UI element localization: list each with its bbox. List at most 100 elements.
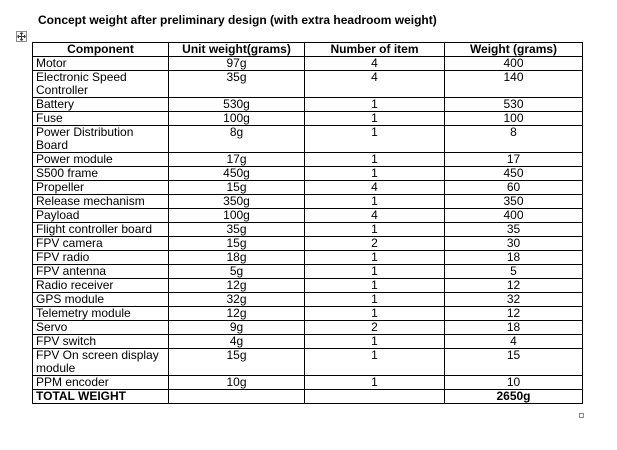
table-move-handle-icon[interactable] [16,31,27,42]
cell-number-of-item: 2 [304,236,445,251]
cell-unit-weight: 32g [168,292,305,307]
cell-unit-weight: 12g [168,278,305,293]
cell-number-of-item: 2 [304,320,445,335]
cell-component: Power module [32,152,169,167]
cell-number-of-item: 1 [304,375,445,390]
cell-unit-weight: 450g [168,166,305,181]
cell-weight: 400 [444,56,583,71]
table-row: FPV antenna 5g 1 5 [32,264,583,279]
cell-component: Radio receiver [32,278,169,293]
table-row: Payload 100g 4 400 [32,208,583,223]
cell-component: FPV radio [32,250,169,265]
cell-weight: 15 [444,348,583,376]
cell-unit-weight: 100g [168,208,305,223]
cell-weight: 8 [444,125,583,153]
cell-component: Motor [32,56,169,71]
table-resize-handle[interactable] [579,413,584,418]
cell-weight: 530 [444,97,583,112]
table-row: PPM encoder 10g 1 10 [32,375,583,390]
cell-component: Battery [32,97,169,112]
table-row: Radio receiver 12g 1 12 [32,278,583,293]
table-row: Motor 97g 4 400 [32,56,583,71]
table-row: Telemetry module 12g 1 12 [32,306,583,321]
cell-weight: 32 [444,292,583,307]
cell-weight: 140 [444,70,583,98]
cell-unit-weight: 18g [168,250,305,265]
cell-number-of-item: 1 [304,222,445,237]
header-number-of-item: Number of item [304,42,445,57]
table-row: FPV On screen display module 15g 1 15 [32,348,583,376]
cell-component: FPV camera [32,236,169,251]
cell-weight: 35 [444,222,583,237]
table-row: Power module 17g 1 17 [32,152,583,167]
cell-component: FPV switch [32,334,169,349]
cell-number-of-item: 1 [304,278,445,293]
table-row: S500 frame 450g 1 450 [32,166,583,181]
cell-weight: 450 [444,166,583,181]
cell-weight: 30 [444,236,583,251]
document-title: Concept weight after preliminary design … [38,13,437,27]
cell-unit-weight: 17g [168,152,305,167]
cell-component: S500 frame [32,166,169,181]
cell-number-of-item: 1 [304,125,445,153]
cell-component: PPM encoder [32,375,169,390]
cell-component: FPV antenna [32,264,169,279]
cell-weight: 10 [444,375,583,390]
cell-unit-weight: 4g [168,334,305,349]
cell-weight: 17 [444,152,583,167]
cell-number-of-item: 4 [304,56,445,71]
cell-component: Electronic Speed Controller [32,70,169,98]
cell-unit-weight: 8g [168,125,305,153]
cell-unit-weight: 15g [168,348,305,376]
cell-number-of-item: 1 [304,348,445,376]
cell-weight: 4 [444,334,583,349]
cell-number-of-item: 1 [304,152,445,167]
table-row: Fuse 100g 1 100 [32,111,583,126]
cell-number-of-item: 4 [304,208,445,223]
total-label: TOTAL WEIGHT [32,389,169,404]
cell-weight: 18 [444,250,583,265]
cell-weight: 100 [444,111,583,126]
table-row: GPS module 32g 1 32 [32,292,583,307]
table-row: Electronic Speed Controller 35g 4 140 [32,70,583,98]
component-weight-table: Component Unit weight(grams) Number of i… [32,42,583,404]
cell-number-of-item: 4 [304,180,445,195]
cell-unit-weight: 350g [168,194,305,209]
total-number-of-item [304,389,445,404]
cell-number-of-item: 1 [304,264,445,279]
cell-unit-weight: 35g [168,70,305,98]
cell-component: Power Distribution Board [32,125,169,153]
cell-unit-weight: 12g [168,306,305,321]
header-component: Component [32,42,169,57]
table-row: Power Distribution Board 8g 1 8 [32,125,583,153]
cell-number-of-item: 1 [304,306,445,321]
cell-component: Servo [32,320,169,335]
table-row: Propeller 15g 4 60 [32,180,583,195]
cell-unit-weight: 5g [168,264,305,279]
cell-number-of-item: 1 [304,111,445,126]
table-body: Motor 97g 4 400 Electronic Speed Controller 3… [32,56,583,404]
cell-number-of-item: 1 [304,334,445,349]
cell-component: FPV On screen display module [32,348,169,376]
cell-component: Flight controller board [32,222,169,237]
cell-number-of-item: 4 [304,70,445,98]
cell-weight: 5 [444,264,583,279]
total-weight-value: 2650g [444,389,583,404]
table-row: FPV camera 15g 2 30 [32,236,583,251]
cell-weight: 18 [444,320,583,335]
cell-number-of-item: 1 [304,250,445,265]
cell-number-of-item: 1 [304,166,445,181]
table-row: Release mechanism 350g 1 350 [32,194,583,209]
cell-component: Release mechanism [32,194,169,209]
header-weight: Weight (grams) [444,42,583,57]
cell-number-of-item: 1 [304,292,445,307]
cell-unit-weight: 15g [168,236,305,251]
table-row: Flight controller board 35g 1 35 [32,222,583,237]
cell-weight: 350 [444,194,583,209]
cell-weight: 400 [444,208,583,223]
cell-component: Propeller [32,180,169,195]
table-total-row: TOTAL WEIGHT 2650g [32,389,583,404]
cell-number-of-item: 1 [304,194,445,209]
cell-component: Telemetry module [32,306,169,321]
table-row: FPV switch 4g 1 4 [32,334,583,349]
